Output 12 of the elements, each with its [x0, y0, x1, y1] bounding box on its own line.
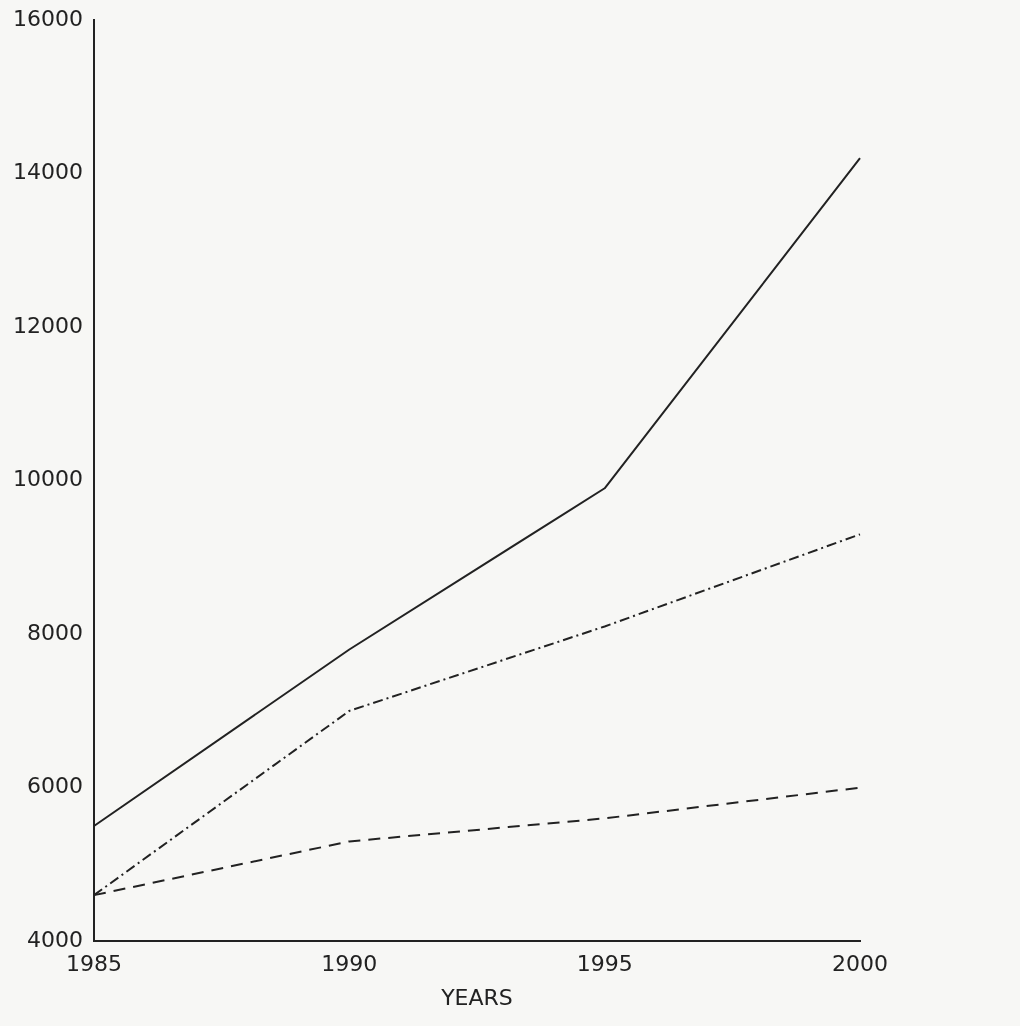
x-tick-label: 1985: [65, 951, 122, 977]
y-tick-label: 12000: [12, 312, 83, 338]
x-tick-label: 2000: [832, 951, 888, 977]
y-tick-label: 4000: [26, 926, 83, 952]
y-tick-label: 10000: [12, 466, 83, 492]
y-tick-label: 14000: [12, 159, 83, 185]
x-tick-label: 1995: [576, 951, 633, 977]
y-tick-label: 6000: [26, 773, 83, 799]
x-axis-title: YEARS: [440, 984, 513, 1010]
y-tick-label: 8000: [26, 619, 83, 645]
x-tick-label: 1990: [321, 951, 378, 977]
y-tick-label: 16000: [12, 5, 83, 31]
